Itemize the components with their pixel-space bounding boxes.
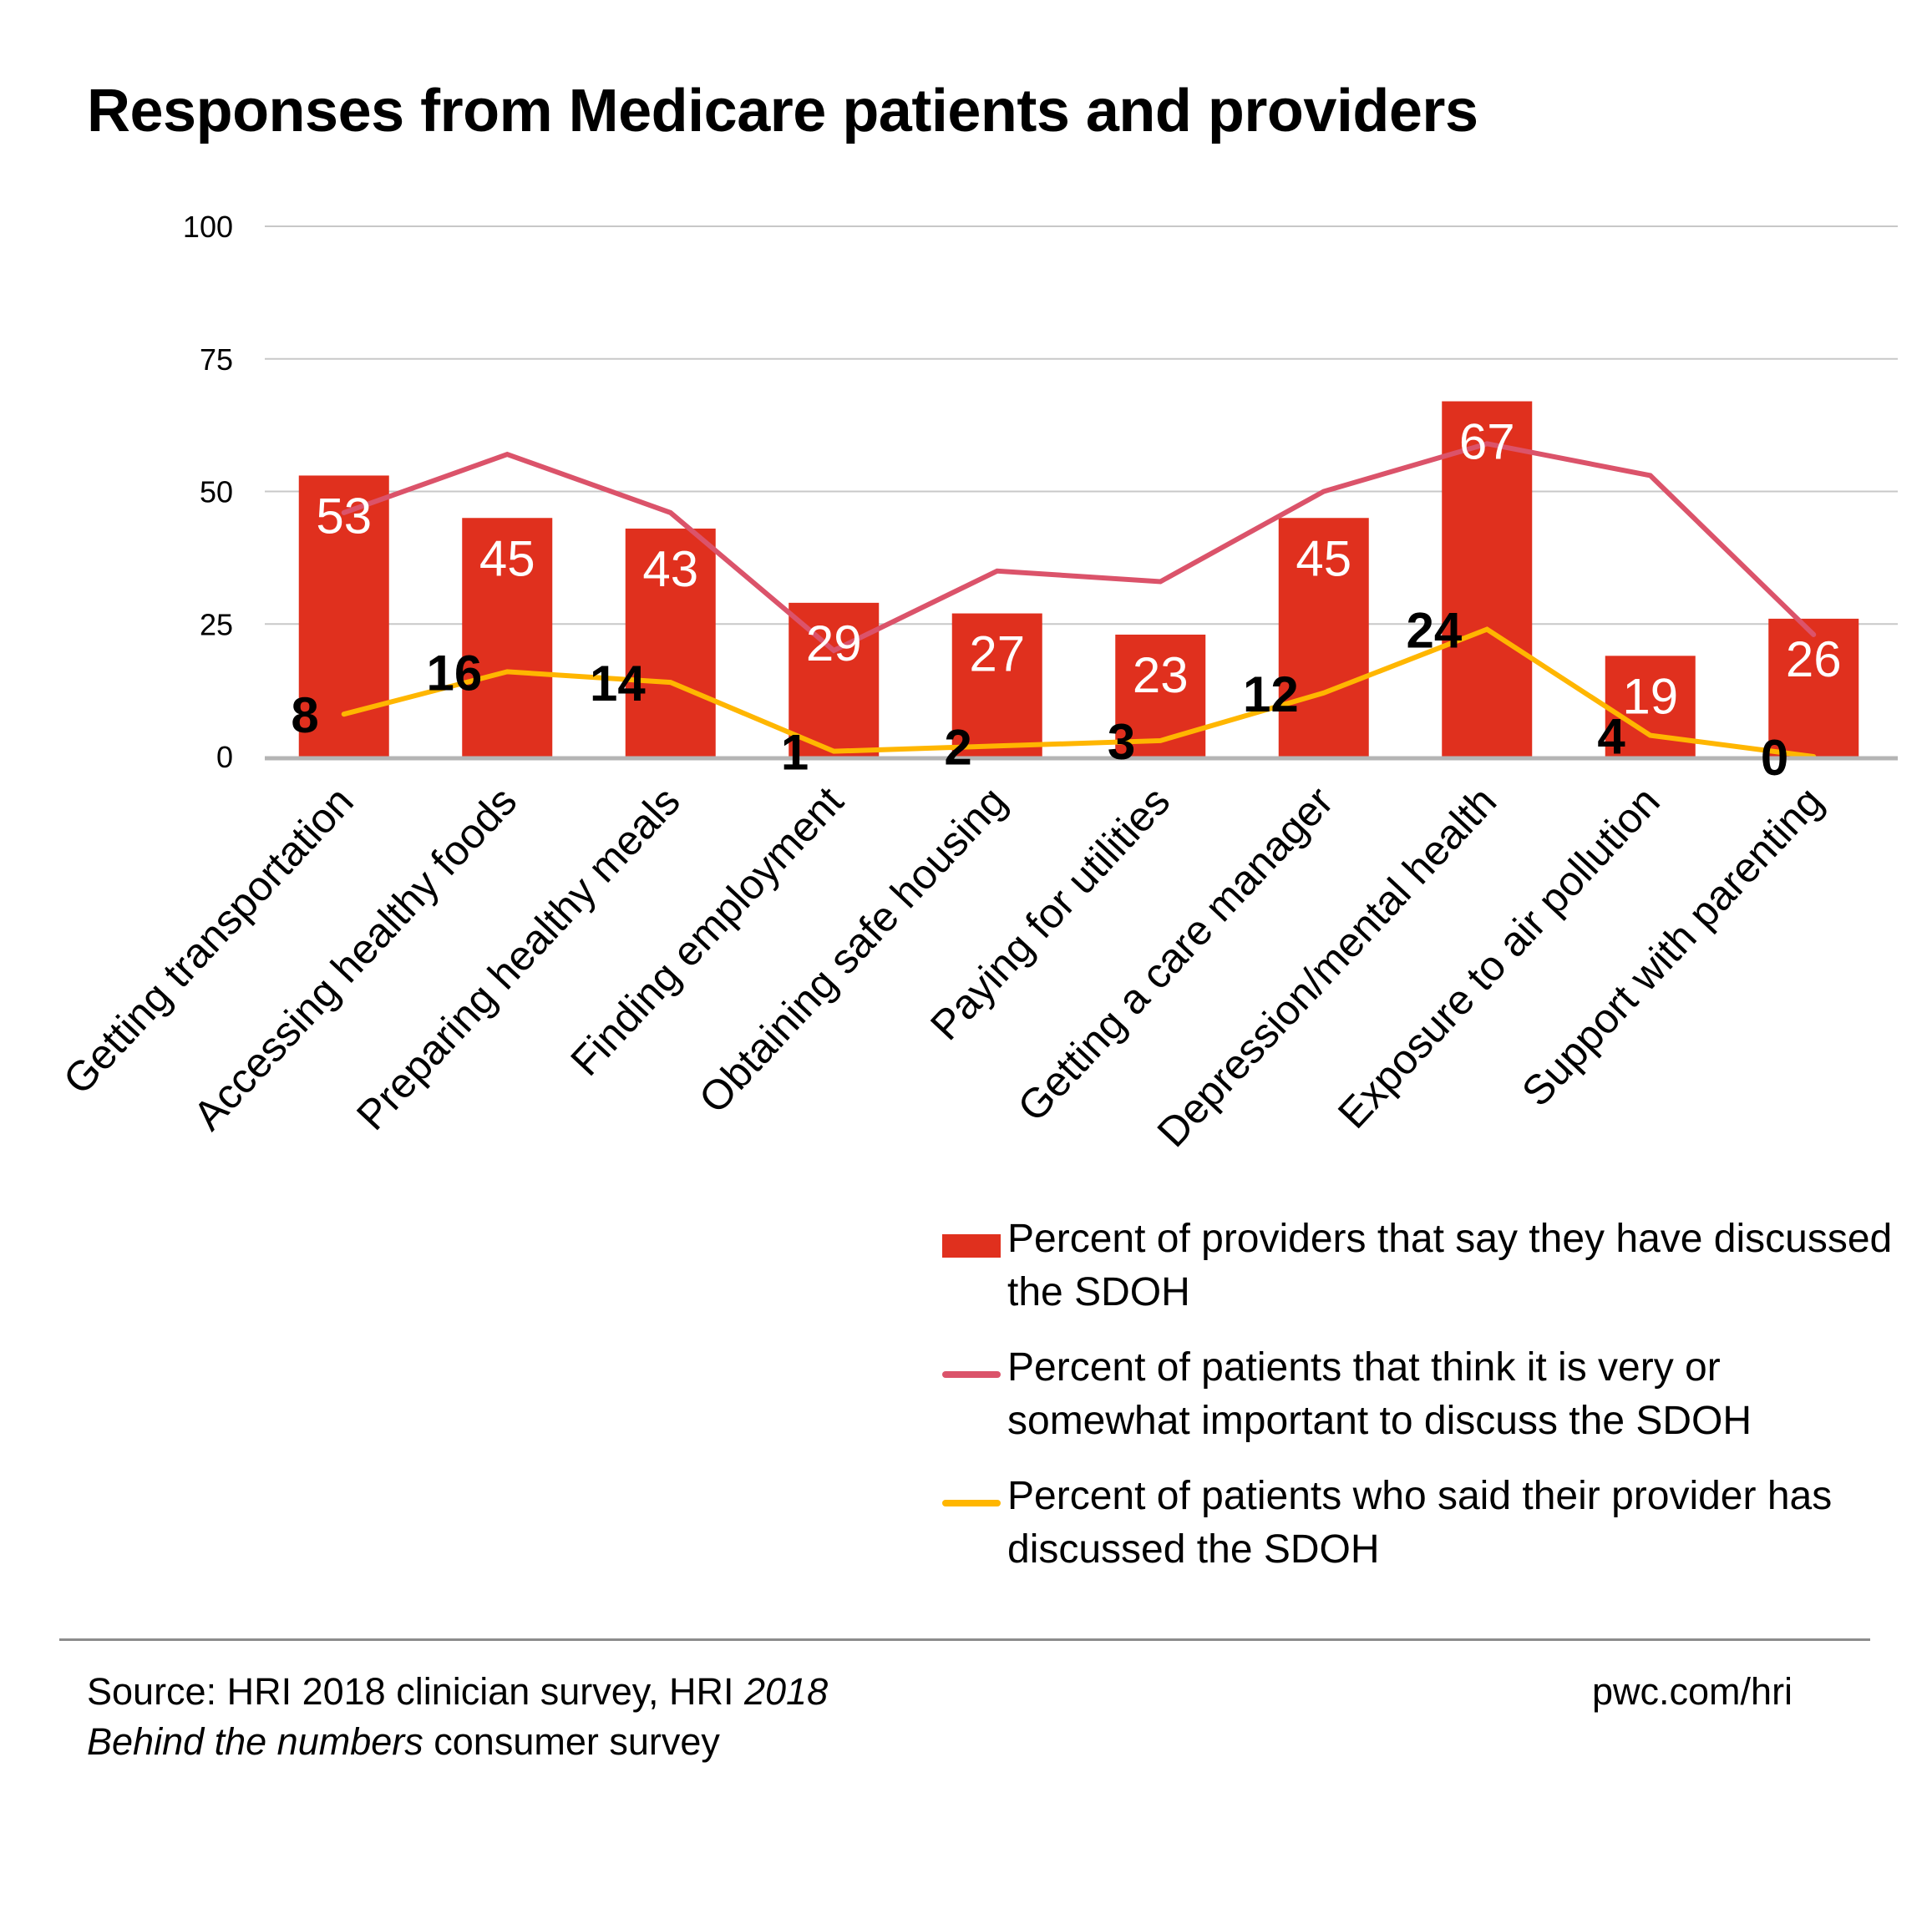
bar xyxy=(951,613,1042,757)
x-tick-label: Finding employment xyxy=(561,777,852,1085)
bars-providers-discussed xyxy=(298,401,1859,757)
bar-data-label: 23 xyxy=(1133,647,1189,703)
source-italic-title: Behind the numbers xyxy=(87,1720,423,1763)
bar-data-label: 26 xyxy=(1786,631,1842,687)
legend-swatch-bar xyxy=(942,1234,1001,1258)
bar-data-label: 53 xyxy=(316,488,372,544)
legend-swatch-yellow-line xyxy=(942,1500,1001,1506)
lines xyxy=(341,441,1817,759)
x-tick-label: Exposure to air pollution xyxy=(1329,777,1669,1137)
x-tick-label: Accessing healthy foods xyxy=(185,777,526,1139)
legend-item-patients-discussed: Percent of patients who said their provi… xyxy=(942,1470,1911,1577)
bar xyxy=(789,602,880,757)
bar-data-label: 45 xyxy=(1296,530,1351,586)
bar-data-labels: 53 45 43 29 27 23 45 67 19 26 xyxy=(316,414,1841,725)
legend-label: Percent of providers that say they have … xyxy=(1007,1217,1893,1314)
line-data-label: 16 xyxy=(427,645,483,701)
legend-item-patients-importance: Percent of patients that think it is ver… xyxy=(942,1341,1911,1448)
site-link[interactable]: pwc.com/hri xyxy=(1592,1670,1793,1713)
y-tick-label: 100 xyxy=(183,210,233,244)
bar-data-label: 29 xyxy=(806,615,862,671)
line-data-label: 14 xyxy=(590,656,646,711)
x-tick-label: Preparing healthy meals xyxy=(347,777,689,1139)
bar xyxy=(1768,618,1859,757)
y-axis-ticks: 0 25 50 75 100 xyxy=(183,210,233,774)
legend-swatch-pink-line xyxy=(942,1371,1001,1378)
bar-data-label: 43 xyxy=(642,541,698,597)
source-text: Source: HRI 2018 clinician survey, HRI xyxy=(87,1670,744,1713)
source-text-suffix: consumer survey xyxy=(423,1720,720,1763)
legend-label: Percent of patients who said their provi… xyxy=(1007,1474,1833,1572)
legend-label: Percent of patients that think it is ver… xyxy=(1007,1345,1752,1443)
x-tick-label: Support with parenting xyxy=(1513,777,1832,1115)
x-tick-label: Obtaining safe housing xyxy=(690,777,1016,1122)
bar xyxy=(1442,401,1533,757)
line-data-label: 1 xyxy=(781,725,809,781)
footer-divider xyxy=(59,1638,1870,1641)
line-data-label: 12 xyxy=(1243,666,1299,722)
line-data-label: 4 xyxy=(1597,709,1625,765)
y-tick-label: 0 xyxy=(216,740,233,774)
y-tick-label: 50 xyxy=(200,475,233,509)
bar-data-label: 45 xyxy=(479,530,535,586)
bar xyxy=(298,475,389,757)
bar xyxy=(1115,634,1206,757)
bar-data-label: 27 xyxy=(969,626,1025,682)
legend: Percent of providers that say they have … xyxy=(942,1213,1911,1598)
line-data-label: 24 xyxy=(1407,603,1463,659)
chart-title: Responses from Medicare patients and pro… xyxy=(87,78,1478,144)
bar xyxy=(462,518,553,757)
x-tick-label: Getting a care manager xyxy=(1009,777,1342,1130)
source-italic-year: 2018 xyxy=(743,1670,829,1713)
line-data-label: 2 xyxy=(944,719,971,775)
x-tick-label: Depression/mental health xyxy=(1149,777,1506,1156)
line-data-label: 3 xyxy=(1108,714,1135,770)
x-tick-label: Getting transportation xyxy=(54,777,363,1103)
bar xyxy=(1278,518,1369,757)
legend-item-providers-discussed: Percent of providers that say they have … xyxy=(942,1213,1911,1319)
line-data-label: 8 xyxy=(291,687,318,743)
line-data-label: 0 xyxy=(1761,730,1788,786)
bar-data-label: 19 xyxy=(1622,668,1678,724)
bar-data-label: 67 xyxy=(1459,414,1515,470)
y-tick-label: 75 xyxy=(200,342,233,377)
line-patients-discussed xyxy=(341,626,1817,759)
line-patients-importance xyxy=(341,441,1817,654)
source-note: Source: HRI 2018 clinician survey, HRI 2… xyxy=(87,1667,828,1767)
bar xyxy=(625,528,716,757)
y-tick-label: 25 xyxy=(200,607,233,641)
